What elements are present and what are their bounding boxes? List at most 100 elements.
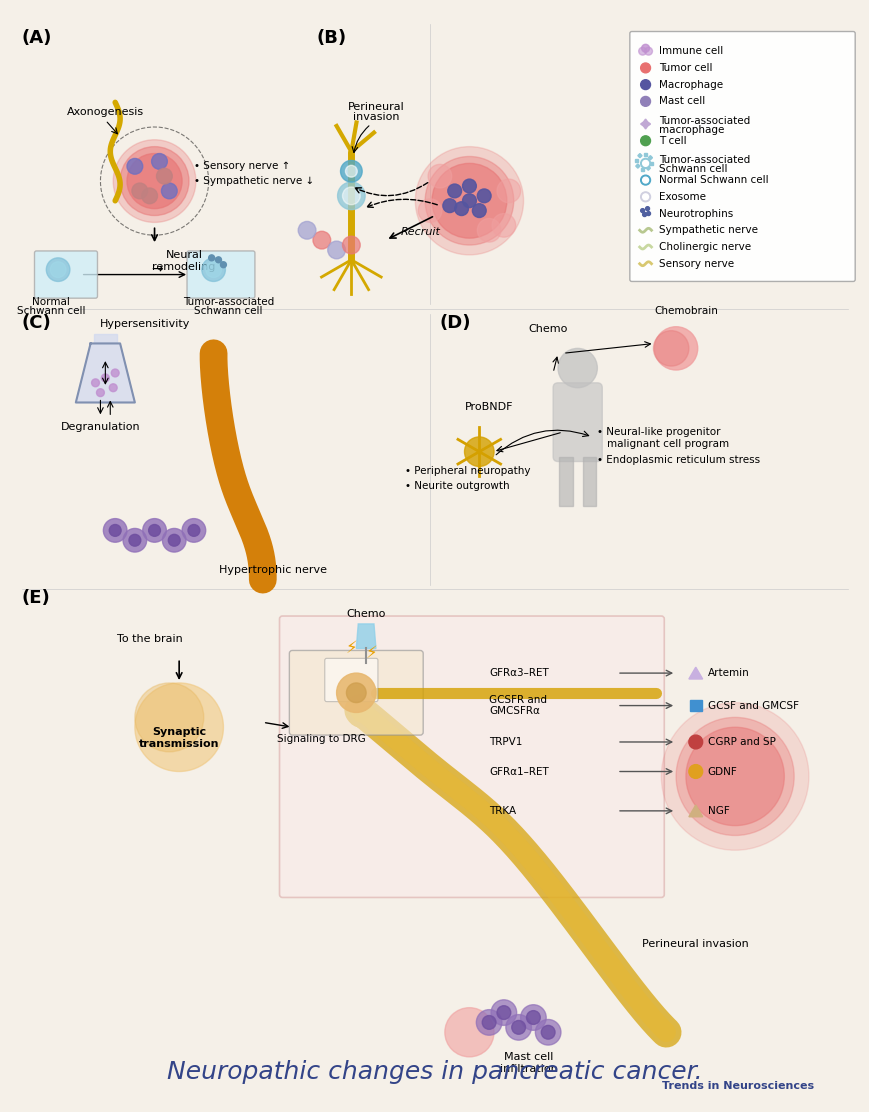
Text: NGF: NGF <box>706 806 728 816</box>
Text: Schwann cell: Schwann cell <box>17 306 85 316</box>
Text: Cholinergic nerve: Cholinergic nerve <box>659 242 751 252</box>
Text: Mast cell: Mast cell <box>503 1052 553 1062</box>
Circle shape <box>129 535 141 546</box>
Text: Sympathetic nerve: Sympathetic nerve <box>659 226 758 236</box>
Circle shape <box>505 1014 531 1040</box>
Bar <box>643 153 647 156</box>
Circle shape <box>534 1020 561 1045</box>
Text: Hypertrophic nerve: Hypertrophic nerve <box>218 565 326 575</box>
Circle shape <box>113 140 196 222</box>
Text: transmission: transmission <box>139 739 219 749</box>
Circle shape <box>653 327 697 370</box>
FancyBboxPatch shape <box>629 31 854 281</box>
Circle shape <box>168 535 180 546</box>
Bar <box>635 163 640 168</box>
Circle shape <box>444 1007 494 1056</box>
Bar <box>582 457 595 506</box>
Text: Artemin: Artemin <box>706 668 748 678</box>
Text: Neuropathic changes in pancreatic cancer.: Neuropathic changes in pancreatic cancer… <box>167 1060 702 1083</box>
Text: Chemobrain: Chemobrain <box>653 306 717 316</box>
Circle shape <box>557 348 597 388</box>
Circle shape <box>96 389 104 397</box>
FancyBboxPatch shape <box>553 383 601 461</box>
Circle shape <box>644 47 652 56</box>
Circle shape <box>442 199 456 212</box>
Circle shape <box>415 147 523 255</box>
Text: Immune cell: Immune cell <box>659 47 723 57</box>
Circle shape <box>149 525 160 536</box>
Bar <box>646 166 650 170</box>
Polygon shape <box>356 624 375 648</box>
Text: • Neural-like progenitor: • Neural-like progenitor <box>597 427 720 437</box>
Text: GCSF and GMCSF: GCSF and GMCSF <box>706 701 798 711</box>
Circle shape <box>135 683 203 752</box>
Circle shape <box>328 241 345 259</box>
Text: Schwann cell: Schwann cell <box>194 306 262 316</box>
Circle shape <box>156 168 172 183</box>
Circle shape <box>642 177 647 183</box>
Circle shape <box>123 528 147 552</box>
Polygon shape <box>94 334 117 344</box>
Circle shape <box>477 218 501 242</box>
Text: ProBNDF: ProBNDF <box>464 403 513 413</box>
Text: Recruit: Recruit <box>400 227 440 237</box>
Text: malignant cell program: malignant cell program <box>607 439 728 449</box>
Circle shape <box>472 203 486 218</box>
Bar <box>647 156 652 160</box>
Text: To the brain: To the brain <box>116 634 182 644</box>
Circle shape <box>205 261 222 278</box>
Text: infiltration: infiltration <box>499 1064 557 1074</box>
Text: Neural: Neural <box>165 250 202 260</box>
Circle shape <box>209 255 215 261</box>
Circle shape <box>342 236 360 254</box>
Text: • Neurite outgrowth: • Neurite outgrowth <box>405 481 509 492</box>
Text: Chemo: Chemo <box>527 324 567 334</box>
Circle shape <box>102 374 109 381</box>
Text: GFRα3–RET: GFRα3–RET <box>488 668 548 678</box>
Text: GDNF: GDNF <box>706 766 737 776</box>
Text: →: → <box>151 262 163 277</box>
Circle shape <box>216 257 222 262</box>
Text: Axonogenesis: Axonogenesis <box>67 107 143 117</box>
Circle shape <box>642 160 647 167</box>
Polygon shape <box>76 344 135 403</box>
Circle shape <box>162 183 177 199</box>
Circle shape <box>454 201 468 216</box>
Text: GFRα1–RET: GFRα1–RET <box>488 766 548 776</box>
Text: • Endoplasmic reticulum stress: • Endoplasmic reticulum stress <box>597 455 760 465</box>
Circle shape <box>675 717 793 835</box>
Circle shape <box>127 153 182 209</box>
FancyBboxPatch shape <box>289 651 422 735</box>
Circle shape <box>653 330 688 366</box>
Text: Degranulation: Degranulation <box>61 423 140 433</box>
Text: Normal Schwann cell: Normal Schwann cell <box>659 175 768 185</box>
Text: Macrophage: Macrophage <box>659 80 723 90</box>
Text: Tumor cell: Tumor cell <box>659 63 712 73</box>
Circle shape <box>638 47 646 56</box>
Circle shape <box>163 528 186 552</box>
Circle shape <box>462 193 476 208</box>
Circle shape <box>641 44 649 52</box>
Circle shape <box>188 525 200 536</box>
Circle shape <box>109 525 121 536</box>
Text: Neurotrophins: Neurotrophins <box>659 209 733 219</box>
Circle shape <box>120 147 189 216</box>
Text: Exosome: Exosome <box>659 192 706 201</box>
Circle shape <box>111 369 119 377</box>
Circle shape <box>688 735 702 748</box>
Circle shape <box>342 187 360 205</box>
Circle shape <box>640 192 650 201</box>
Circle shape <box>481 1015 495 1030</box>
Circle shape <box>496 1005 510 1020</box>
Circle shape <box>313 231 330 249</box>
Circle shape <box>448 183 461 198</box>
Circle shape <box>541 1025 554 1039</box>
Circle shape <box>462 179 476 192</box>
Text: GCSFR and
GMCSFRα: GCSFR and GMCSFRα <box>488 695 547 716</box>
Bar <box>634 159 638 162</box>
Bar <box>559 457 572 506</box>
Circle shape <box>640 80 650 90</box>
Text: ⚡: ⚡ <box>345 639 357 657</box>
Bar <box>640 168 643 171</box>
Circle shape <box>132 183 148 199</box>
